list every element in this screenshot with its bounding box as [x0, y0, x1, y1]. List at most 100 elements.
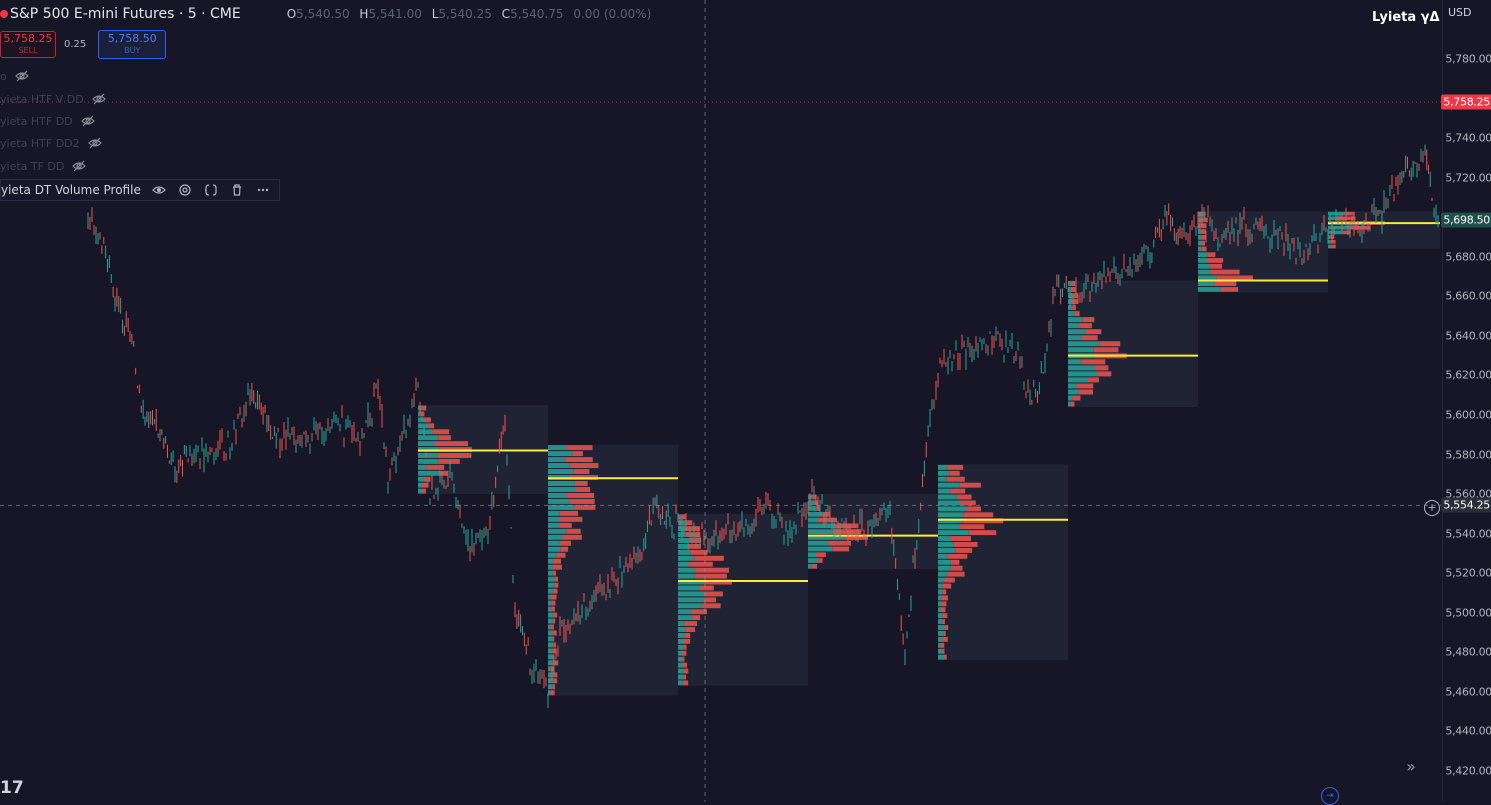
volume-bar-buy	[678, 573, 695, 579]
volume-bar-buy	[678, 650, 682, 656]
volume-bar-sell	[1093, 347, 1119, 353]
volume-bar-sell	[552, 684, 555, 690]
volume-bar-buy	[548, 588, 554, 594]
indicator-label[interactable]: yieta DT Volume Profile	[1, 183, 141, 197]
volume-bar-buy	[678, 585, 700, 591]
eye-off-icon[interactable]	[80, 114, 95, 128]
volume-bar-sell	[423, 476, 431, 482]
volume-bar-buy	[548, 594, 551, 600]
indicator-row[interactable]: yieta HTF DD2	[0, 134, 102, 152]
brand-watermark: Lyieta γΔ	[1372, 10, 1440, 25]
indicator-row[interactable]: yieta HTF V DD	[0, 90, 106, 108]
volume-bar-sell	[566, 528, 581, 534]
volume-bar-sell	[420, 411, 425, 417]
volume-bar-sell	[682, 656, 685, 662]
volume-bar-buy	[1068, 341, 1100, 347]
volume-bar-buy	[1068, 401, 1071, 407]
volume-bar-sell	[946, 476, 965, 482]
volume-bar-buy	[418, 458, 439, 464]
volume-bar-sell	[701, 603, 721, 609]
currency-selector[interactable]: USD	[1448, 6, 1472, 19]
volume-bar-sell	[950, 559, 960, 565]
price-tick-label: 5,480.00	[1445, 645, 1491, 659]
chart-area[interactable]	[0, 0, 1442, 802]
volume-bar-sell	[956, 494, 972, 500]
volume-bar-buy	[548, 534, 563, 540]
volume-bar-sell	[1070, 401, 1075, 407]
price-axis[interactable]: 5,780.005,740.005,720.005,700.005,680.00…	[1441, 0, 1491, 802]
volume-bar-buy	[808, 563, 812, 569]
volume-bar-sell	[694, 573, 727, 579]
volume-bar-buy	[548, 540, 560, 546]
current-price-tag: 5,698.50	[1441, 212, 1491, 228]
volume-bar-sell	[1207, 252, 1216, 258]
volume-bar-buy	[418, 423, 429, 429]
volume-bar-buy	[938, 654, 944, 660]
indicator-row[interactable]: o	[0, 67, 29, 85]
eye-off-icon[interactable]	[87, 136, 102, 150]
volume-bar-buy	[938, 506, 967, 512]
volume-bar-sell	[551, 600, 556, 606]
price-tick-label: 5,580.00	[1445, 448, 1491, 461]
price-tick-label: 5,540.00	[1445, 527, 1491, 541]
volume-bar-sell	[959, 524, 985, 530]
volume-bar-sell	[941, 601, 947, 607]
buy-button[interactable]: 5,758.50 BUY	[98, 30, 167, 59]
volume-bar-sell	[828, 540, 852, 546]
symbol-title[interactable]: S&P 500 E-mini Futures · 5 · CME	[10, 6, 241, 22]
indicator-row[interactable]: yieta TF DD	[0, 157, 87, 175]
volume-bar-sell	[681, 650, 687, 656]
price-tick-label: 5,780.00	[1445, 52, 1491, 66]
volume-bar-sell	[944, 577, 955, 583]
more-icon[interactable]	[255, 182, 271, 198]
volume-bar-buy	[938, 642, 941, 648]
volume-bar-buy	[1328, 225, 1354, 230]
volume-bar-buy	[548, 486, 576, 492]
sell-button[interactable]: 5,758.25 SELL	[0, 31, 56, 58]
volume-bar-buy	[548, 576, 555, 582]
volume-bar-sell	[552, 636, 555, 642]
volume-bar-sell	[687, 520, 693, 526]
trash-icon[interactable]	[229, 182, 245, 198]
volume-bar-sell	[560, 546, 569, 552]
volume-bar-buy	[678, 674, 684, 680]
volume-bar-buy	[938, 547, 956, 553]
volume-bar-sell	[966, 506, 981, 512]
settings-icon[interactable]	[177, 182, 193, 198]
double-chevron-right-icon[interactable]: »	[1406, 757, 1416, 776]
volume-bar-sell	[685, 526, 700, 532]
volume-bar-buy	[808, 546, 833, 552]
volume-bar-buy	[1068, 371, 1098, 377]
volume-bar-sell	[947, 571, 965, 577]
eye-off-icon[interactable]	[91, 92, 106, 106]
volume-bar-sell	[811, 563, 818, 569]
volume-bar-sell	[1210, 269, 1240, 275]
volume-bar-sell	[1099, 341, 1121, 347]
volume-bar-sell	[1331, 244, 1336, 249]
source-code-icon[interactable]	[203, 182, 219, 198]
indicator-row[interactable]: yieta HTF DD	[0, 112, 95, 130]
volume-bar-sell	[683, 674, 687, 680]
chart-canvas[interactable]	[0, 0, 1442, 802]
volume-bar-sell	[950, 488, 966, 494]
volume-bar-sell	[953, 542, 978, 547]
last-price-tag: 5,758.25	[1441, 94, 1491, 110]
volume-bar-buy	[678, 668, 684, 674]
add-alert-icon[interactable]: +	[1424, 500, 1440, 516]
price-tick-label: 5,560.00	[1445, 487, 1491, 501]
eye-off-icon[interactable]	[14, 69, 29, 83]
volume-bar-buy	[1198, 229, 1201, 234]
volume-bar-sell	[428, 423, 435, 429]
volume-bar-sell	[1070, 287, 1076, 293]
volume-bar-sell	[1078, 389, 1093, 395]
volume-bar-sell	[438, 470, 449, 476]
go-to-realtime-icon[interactable]: ⇥	[1321, 787, 1339, 805]
active-indicator-row[interactable]: yieta DT Volume Profile	[0, 179, 280, 201]
volume-bar-buy	[1068, 389, 1079, 395]
eye-icon[interactable]	[151, 182, 167, 198]
volume-bar-sell	[942, 636, 948, 642]
volume-bar-sell	[552, 648, 557, 654]
eye-off-icon[interactable]	[72, 159, 87, 173]
volume-bar-buy	[808, 517, 818, 523]
volume-bar-sell	[438, 458, 460, 464]
